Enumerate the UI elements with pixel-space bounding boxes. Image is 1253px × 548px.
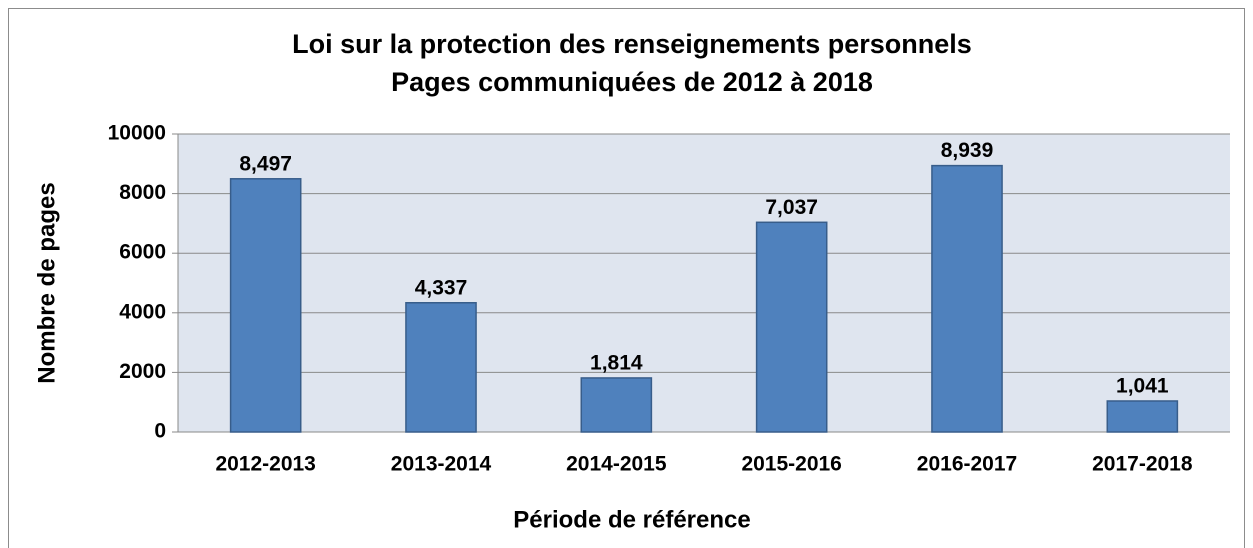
data-label: 7,037 xyxy=(765,196,818,219)
plot-area xyxy=(178,134,1230,432)
y-tick-label: 0 xyxy=(154,420,166,443)
data-label: 4,337 xyxy=(415,276,468,299)
x-tick-label: 2015-2016 xyxy=(741,453,841,476)
data-label: 1,041 xyxy=(1116,375,1169,398)
y-axis-label: Nombre de pages xyxy=(33,182,60,383)
x-tick-label: 2012-2013 xyxy=(215,453,315,476)
bar xyxy=(580,377,653,433)
data-label: 8,939 xyxy=(941,139,994,162)
y-tick-label: 6000 xyxy=(119,241,166,264)
bar xyxy=(755,221,828,433)
chart-title: Pages communiquées de 2012 à 2018 xyxy=(391,67,873,97)
x-tick-label: 2013-2014 xyxy=(391,453,492,476)
y-tick-label: 10000 xyxy=(108,122,166,145)
bar xyxy=(931,164,1003,433)
data-label: 8,497 xyxy=(239,152,292,175)
x-tick-label: 2016-2017 xyxy=(917,453,1017,476)
x-axis-label: Période de référence xyxy=(513,506,750,533)
chart-title: Loi sur la protection des renseignements… xyxy=(292,29,972,59)
y-tick-label: 2000 xyxy=(119,360,166,383)
x-tick-label: 2014-2015 xyxy=(566,453,667,476)
y-tick-label: 8000 xyxy=(119,181,166,204)
data-label: 1,814 xyxy=(590,351,643,374)
bar xyxy=(405,302,477,433)
bar xyxy=(229,178,302,433)
x-tick-label: 2017-2018 xyxy=(1092,453,1193,476)
y-tick-label: 4000 xyxy=(119,300,166,323)
bar xyxy=(1106,400,1179,433)
